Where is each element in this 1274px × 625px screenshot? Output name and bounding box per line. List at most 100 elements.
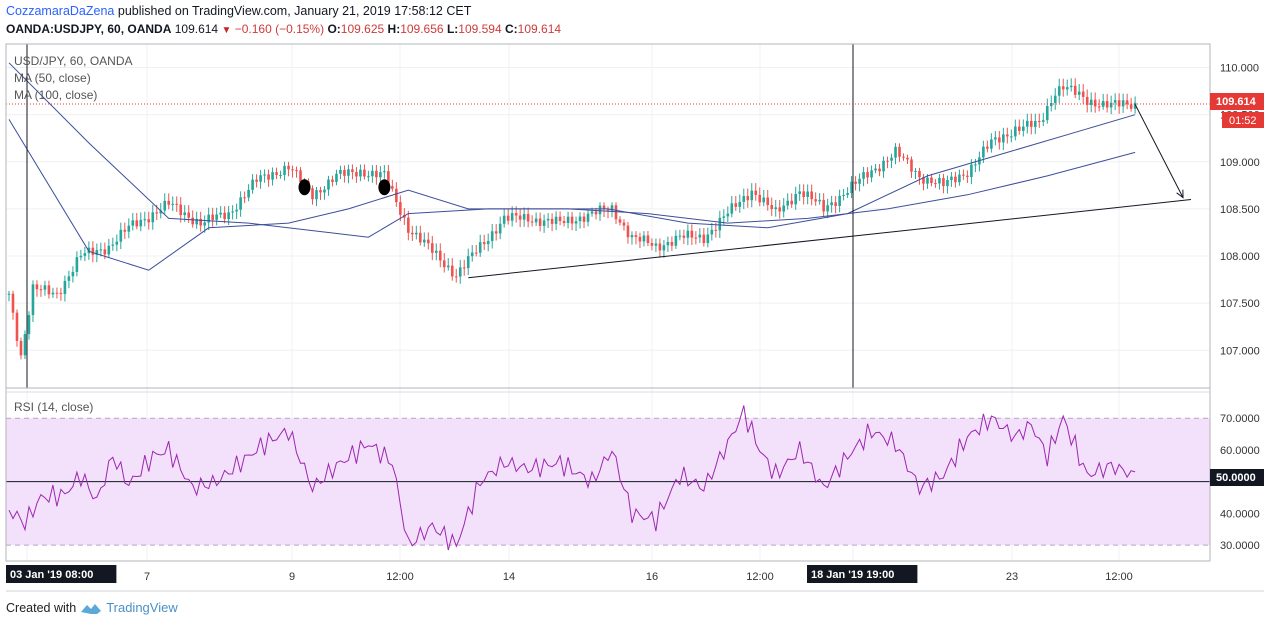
candle-body (910, 159, 913, 172)
candle-body (662, 245, 666, 251)
candle-body (239, 197, 242, 210)
candle-body (383, 171, 386, 173)
open-label: O: (327, 22, 341, 36)
candle-body (1041, 120, 1045, 122)
candle-body (1125, 100, 1129, 105)
candle-body (263, 174, 266, 176)
candle-body (83, 253, 87, 256)
candle-body (175, 203, 179, 205)
candle-body (327, 179, 330, 190)
candle-body (1037, 120, 1041, 122)
candle-body (842, 194, 845, 196)
low-label: L: (446, 22, 459, 36)
candle-body (886, 160, 889, 162)
candle-body (998, 137, 1001, 143)
high-value: 109.656 (400, 22, 444, 36)
candle-body (351, 169, 354, 173)
candle-body (275, 172, 278, 176)
rsi-tick-label: 60.0000 (1220, 445, 1260, 457)
candle-body (131, 220, 135, 226)
price-tick-label: 107.000 (1220, 345, 1260, 357)
time-tick-label: 14 (503, 571, 515, 583)
candle-body (598, 205, 602, 215)
rsi-tick-label: 40.0000 (1220, 508, 1260, 520)
candle-body (171, 203, 175, 205)
candle-body (387, 171, 390, 187)
candle-body (582, 216, 586, 222)
candle-body (866, 172, 869, 178)
candle-body (331, 179, 334, 182)
candle-body (846, 193, 849, 195)
chart-frame (5, 43, 1264, 592)
candle-body (558, 216, 562, 221)
candle-body (347, 169, 350, 176)
candle-body (754, 190, 758, 195)
candle-body (423, 239, 426, 243)
candle-body (702, 234, 706, 244)
candle-body (446, 265, 450, 268)
candle-body (159, 210, 163, 214)
candle-body (986, 146, 989, 149)
candle-body (434, 250, 438, 253)
candle-body (259, 175, 262, 182)
price-change: −0.160 (−0.15%) (234, 22, 325, 36)
candle-body (1022, 126, 1025, 131)
candle-body (534, 218, 538, 223)
candle-body (203, 222, 206, 226)
rsi-band (6, 417, 1210, 546)
candle-body (914, 170, 917, 172)
candle-body (1113, 100, 1117, 103)
candle-body (470, 252, 474, 257)
candle-body (710, 229, 714, 235)
candle-body (966, 175, 969, 177)
candle-body (786, 200, 789, 206)
candle-body (343, 169, 346, 176)
candle-body (7, 293, 11, 295)
candle-body (670, 242, 674, 246)
candle-body (391, 186, 394, 189)
candle-body (115, 241, 119, 245)
candle-body (375, 170, 378, 178)
candle-body (822, 199, 825, 212)
candle-body (139, 219, 143, 227)
author-link[interactable]: CozzamaraDaZena (6, 4, 115, 18)
time-marker-badge (807, 565, 918, 583)
candle-body (814, 199, 817, 202)
candle-body (942, 178, 945, 187)
candle-body (974, 164, 977, 166)
candle-body (898, 146, 901, 157)
candle-body (686, 230, 690, 238)
time-marker-label: 03 Jan '19 08:00 (10, 569, 93, 581)
candle-body (59, 293, 63, 295)
candle-body (438, 250, 442, 261)
rsi-series (8, 405, 1136, 551)
open-value: 109.625 (340, 22, 385, 36)
candle-body (207, 214, 210, 223)
candle-body (23, 334, 27, 356)
candle-body (718, 217, 722, 231)
tradingview-brand[interactable]: TradingView (106, 600, 178, 615)
candle-body (922, 177, 925, 184)
rsi-tick-label: 70.0000 (1220, 413, 1260, 425)
candle-body (630, 235, 634, 238)
candle-body (758, 194, 762, 203)
rsi-tick-label: 30.0000 (1220, 540, 1260, 552)
candle-body (215, 214, 218, 220)
candle-body (103, 249, 107, 255)
candle-body (359, 169, 362, 177)
candle-body (179, 204, 183, 216)
time-tick-label: 9 (289, 571, 295, 583)
candle-body (95, 250, 99, 255)
candle-body (91, 247, 95, 255)
candle-body (858, 178, 861, 184)
candle-body (287, 165, 290, 170)
candle-body (211, 214, 214, 220)
candle-body (371, 170, 374, 177)
candle-body (319, 190, 322, 193)
candle-body (187, 212, 190, 218)
candle-body (926, 177, 929, 184)
publish-line: CozzamaraDaZena published on TradingView… (6, 4, 471, 18)
candle-body (1081, 91, 1085, 97)
candle-body (1033, 120, 1037, 127)
